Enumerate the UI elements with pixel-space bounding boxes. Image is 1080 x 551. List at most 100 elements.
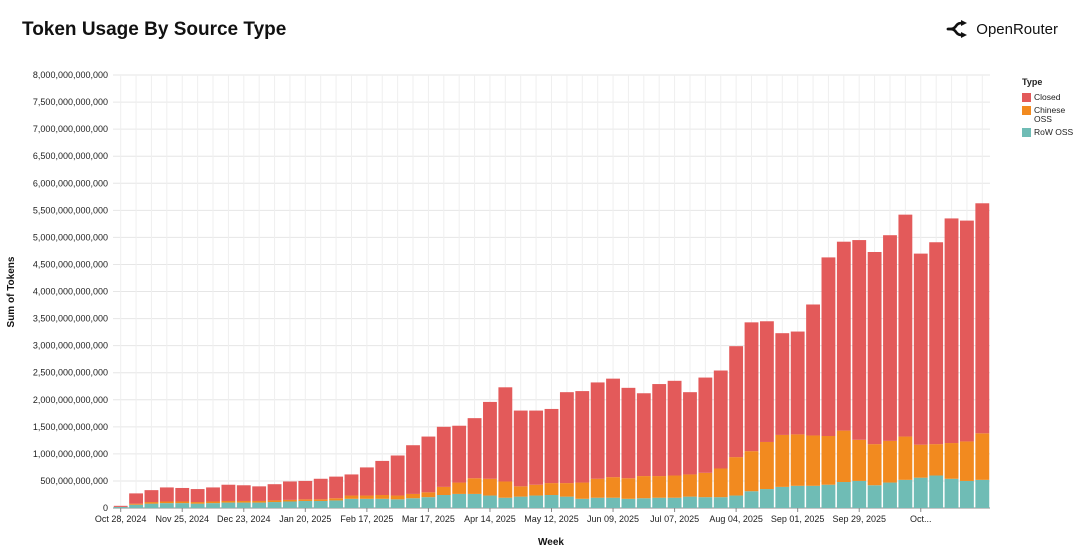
- bar-segment-chinese-oss[interactable]: May 12, 2025 — Chinese OSS: 220B: [544, 483, 559, 496]
- bar-segment-row-oss[interactable]: Aug 18, 2025 — RoW OSS: 350B: [759, 489, 774, 508]
- bar-segment-chinese-oss[interactable]: Nov 17, 2025 — Chinese OSS: 730B: [960, 441, 974, 481]
- bar-segment-chinese-oss[interactable]: Mar 24, 2025 — Chinese OSS: 150B: [436, 486, 451, 496]
- bar-segment-row-oss[interactable]: Oct 13, 2025 — RoW OSS: 470B: [883, 482, 897, 508]
- bar-segment-chinese-oss[interactable]: Aug 11, 2025 — Chinese OSS: 740B: [744, 451, 759, 492]
- bar-segment-chinese-oss[interactable]: Feb 03, 2025 — Chinese OSS: 40B: [329, 498, 344, 501]
- bar-segment-closed[interactable]: Nov 03, 2025 — Closed: 3730B: [929, 242, 944, 445]
- bar-segment-row-oss[interactable]: Nov 25, 2024 — RoW OSS: 90B: [175, 503, 190, 508]
- bar-segment-row-oss[interactable]: Feb 10, 2025 — RoW OSS: 170B: [344, 498, 359, 508]
- bar-segment-closed[interactable]: Aug 04, 2025 — Closed: 2050B: [729, 346, 744, 458]
- bar-segment-row-oss[interactable]: Sep 29, 2025 — RoW OSS: 500B: [852, 480, 867, 508]
- bar-segment-row-oss[interactable]: Nov 11, 2024 — RoW OSS: 80B: [144, 503, 159, 508]
- bar-segment-closed[interactable]: Sep 15, 2025 — Closed: 3300B: [821, 257, 836, 437]
- bar-segment-row-oss[interactable]: Aug 25, 2025 — RoW OSS: 390B: [775, 486, 790, 508]
- bar-segment-closed[interactable]: Jun 30, 2025 — Closed: 1700B: [652, 384, 667, 477]
- bar-segment-closed[interactable]: Nov 04, 2024 — Closed: 190B: [129, 493, 144, 504]
- bar-segment-closed[interactable]: May 05, 2025 — Closed: 1370B: [529, 410, 544, 485]
- bar-segment-chinese-oss[interactable]: Sep 08, 2025 — Chinese OSS: 930B: [806, 435, 820, 486]
- bar-segment-chinese-oss[interactable]: Sep 01, 2025 — Chinese OSS: 950B: [790, 434, 805, 486]
- bar-segment-chinese-oss[interactable]: Sep 15, 2025 — Chinese OSS: 900B: [821, 436, 836, 485]
- bar-segment-chinese-oss[interactable]: Oct 13, 2025 — Chinese OSS: 770B: [883, 440, 897, 483]
- bar-segment-closed[interactable]: Mar 17, 2025 — Closed: 1030B: [421, 436, 436, 493]
- bar-segment-closed[interactable]: Nov 17, 2025 — Closed: 4080B: [960, 220, 974, 442]
- bar-segment-chinese-oss[interactable]: Jul 28, 2025 — Chinese OSS: 530B: [713, 468, 728, 498]
- bar-segment-closed[interactable]: Feb 03, 2025 — Closed: 400B: [329, 476, 344, 499]
- bar-segment-row-oss[interactable]: Apr 21, 2025 — RoW OSS: 190B: [498, 497, 513, 508]
- bar-segment-closed[interactable]: Jan 06, 2025 — Closed: 300B: [267, 484, 282, 501]
- bar-segment-chinese-oss[interactable]: Jun 09, 2025 — Chinese OSS: 380B: [606, 477, 620, 498]
- bar-segment-row-oss[interactable]: Sep 01, 2025 — RoW OSS: 410B: [790, 485, 805, 508]
- bar-segment-chinese-oss[interactable]: Dec 30, 2024 — Chinese OSS: 30B: [252, 500, 267, 503]
- bar-segment-row-oss[interactable]: Jan 13, 2025 — RoW OSS: 120B: [283, 501, 297, 509]
- bar-segment-chinese-oss[interactable]: Dec 16, 2024 — Chinese OSS: 30B: [221, 500, 236, 503]
- bar-segment-chinese-oss[interactable]: Feb 10, 2025 — Chinese OSS: 60B: [344, 495, 359, 499]
- bar-segment-row-oss[interactable]: Dec 09, 2024 — RoW OSS: 90B: [206, 503, 220, 508]
- bar-segment-chinese-oss[interactable]: Apr 21, 2025 — Chinese OSS: 300B: [498, 481, 513, 498]
- bar-segment-closed[interactable]: Mar 24, 2025 — Closed: 1110B: [436, 426, 451, 487]
- bar-segment-chinese-oss[interactable]: Aug 25, 2025 — Chinese OSS: 960B: [775, 434, 790, 487]
- bar-segment-closed[interactable]: Dec 16, 2024 — Closed: 300B: [221, 484, 236, 501]
- bar-segment-closed[interactable]: Feb 10, 2025 — Closed: 390B: [344, 474, 359, 496]
- bar-segment-row-oss[interactable]: Jul 28, 2025 — RoW OSS: 200B: [713, 497, 728, 508]
- bar-segment-row-oss[interactable]: Jul 14, 2025 — RoW OSS: 210B: [683, 496, 697, 508]
- bar-segment-closed[interactable]: Jul 21, 2025 — Closed: 1760B: [698, 377, 713, 473]
- bar-segment-closed[interactable]: Dec 30, 2024 — Closed: 270B: [252, 486, 267, 501]
- bar-segment-chinese-oss[interactable]: Apr 14, 2025 — Chinese OSS: 310B: [483, 478, 497, 496]
- bar-segment-row-oss[interactable]: Aug 11, 2025 — RoW OSS: 310B: [744, 491, 759, 508]
- bar-segment-chinese-oss[interactable]: Jan 13, 2025 — Chinese OSS: 30B: [283, 499, 297, 502]
- bar-segment-chinese-oss[interactable]: Jul 21, 2025 — Chinese OSS: 450B: [698, 472, 713, 498]
- bar-segment-chinese-oss[interactable]: May 26, 2025 — Chinese OSS: 300B: [575, 482, 590, 499]
- bar-segment-closed[interactable]: Oct 20, 2025 — Closed: 4100B: [898, 214, 913, 437]
- bar-segment-chinese-oss[interactable]: Aug 18, 2025 — Chinese OSS: 870B: [759, 441, 774, 490]
- bar-segment-row-oss[interactable]: Jan 06, 2025 — RoW OSS: 110B: [267, 502, 282, 508]
- bar-segment-chinese-oss[interactable]: Jan 06, 2025 — Chinese OSS: 30B: [267, 500, 282, 503]
- bar-segment-row-oss[interactable]: Dec 30, 2024 — RoW OSS: 100B: [252, 502, 267, 508]
- bar-segment-closed[interactable]: Jan 13, 2025 — Closed: 340B: [283, 481, 297, 500]
- bar-segment-row-oss[interactable]: Apr 07, 2025 — RoW OSS: 260B: [467, 493, 482, 508]
- bar-segment-row-oss[interactable]: Oct 27, 2025 — RoW OSS: 560B: [913, 477, 928, 508]
- bar-segment-closed[interactable]: Dec 23, 2024 — Closed: 290B: [236, 485, 251, 501]
- bar-segment-closed[interactable]: Nov 10, 2025 — Closed: 4150B: [944, 218, 959, 444]
- bar-segment-row-oss[interactable]: May 26, 2025 — RoW OSS: 170B: [575, 498, 590, 508]
- bar-segment-row-oss[interactable]: Nov 18, 2024 — RoW OSS: 90B: [159, 503, 174, 508]
- bar-segment-closed[interactable]: Oct 06, 2025 — Closed: 3550B: [867, 251, 882, 445]
- bar-segment-closed[interactable]: Sep 08, 2025 — Closed: 2420B: [806, 304, 820, 436]
- bar-segment-closed[interactable]: Jul 14, 2025 — Closed: 1520B: [683, 392, 697, 475]
- bar-segment-closed[interactable]: Aug 11, 2025 — Closed: 2380B: [744, 322, 759, 452]
- bar-segment-row-oss[interactable]: Jan 27, 2025 — RoW OSS: 130B: [313, 500, 328, 508]
- bar-segment-row-oss[interactable]: Sep 08, 2025 — RoW OSS: 410B: [806, 485, 820, 508]
- bar-segment-closed[interactable]: Nov 11, 2024 — Closed: 220B: [144, 490, 159, 503]
- bar-segment-row-oss[interactable]: May 05, 2025 — RoW OSS: 230B: [529, 495, 544, 508]
- bar-segment-chinese-oss[interactable]: Mar 10, 2025 — Chinese OSS: 80B: [406, 493, 420, 499]
- bar-segment-row-oss[interactable]: Jul 21, 2025 — RoW OSS: 200B: [698, 497, 713, 508]
- bar-segment-closed[interactable]: Jun 02, 2025 — Closed: 1780B: [590, 382, 605, 479]
- bar-segment-chinese-oss[interactable]: Sep 29, 2025 — Chinese OSS: 760B: [852, 439, 867, 481]
- bar-segment-closed[interactable]: Mar 10, 2025 — Closed: 900B: [406, 445, 420, 494]
- bar-segment-closed[interactable]: Mar 31, 2025 — Closed: 1050B: [452, 425, 467, 483]
- bar-segment-chinese-oss[interactable]: May 05, 2025 — Chinese OSS: 200B: [529, 484, 544, 496]
- bar-segment-chinese-oss[interactable]: Nov 25, 2024 — Chinese OSS: 30B: [175, 501, 190, 504]
- bar-segment-chinese-oss[interactable]: Nov 24, 2025 — Chinese OSS: 860B: [975, 433, 990, 480]
- bar-segment-chinese-oss[interactable]: Jun 30, 2025 — Chinese OSS: 400B: [652, 476, 667, 498]
- bar-segment-row-oss[interactable]: Oct 28, 2024 — RoW OSS: 20B: [113, 506, 128, 508]
- bar-segment-row-oss[interactable]: Sep 22, 2025 — RoW OSS: 480B: [836, 482, 851, 508]
- bar-segment-closed[interactable]: Sep 29, 2025 — Closed: 3690B: [852, 240, 867, 440]
- bar-segment-row-oss[interactable]: Apr 28, 2025 — RoW OSS: 210B: [513, 496, 528, 508]
- bar-segment-chinese-oss[interactable]: Oct 20, 2025 — Chinese OSS: 800B: [898, 436, 913, 480]
- bar-segment-chinese-oss[interactable]: Oct 27, 2025 — Chinese OSS: 610B: [913, 444, 928, 478]
- legend-item-closed[interactable]: Closed: [1022, 93, 1078, 102]
- bar-segment-row-oss[interactable]: Nov 10, 2025 — RoW OSS: 540B: [944, 478, 959, 508]
- bar-segment-row-oss[interactable]: Feb 03, 2025 — RoW OSS: 140B: [329, 500, 344, 508]
- bar-segment-chinese-oss[interactable]: Apr 07, 2025 — Chinese OSS: 290B: [467, 478, 482, 494]
- bar-segment-chinese-oss[interactable]: Nov 11, 2024 — Chinese OSS: 30B: [144, 502, 159, 504]
- bar-segment-closed[interactable]: Feb 17, 2025 — Closed: 520B: [359, 467, 374, 496]
- bar-segment-row-oss[interactable]: Sep 15, 2025 — RoW OSS: 430B: [821, 484, 836, 508]
- bar-segment-row-oss[interactable]: Apr 14, 2025 — RoW OSS: 230B: [483, 495, 497, 508]
- bar-segment-row-oss[interactable]: Jan 20, 2025 — RoW OSS: 130B: [298, 500, 313, 508]
- bar-segment-closed[interactable]: Jan 27, 2025 — Closed: 380B: [313, 478, 328, 500]
- bar-segment-closed[interactable]: Apr 14, 2025 — Closed: 1420B: [483, 401, 497, 479]
- bar-segment-chinese-oss[interactable]: Jun 23, 2025 — Chinese OSS: 410B: [636, 476, 651, 499]
- bar-segment-chinese-oss[interactable]: Feb 24, 2025 — Chinese OSS: 70B: [375, 495, 390, 499]
- bar-segment-closed[interactable]: Jun 16, 2025 — Closed: 1670B: [621, 387, 636, 479]
- bar-segment-chinese-oss[interactable]: Sep 22, 2025 — Chinese OSS: 950B: [836, 430, 851, 483]
